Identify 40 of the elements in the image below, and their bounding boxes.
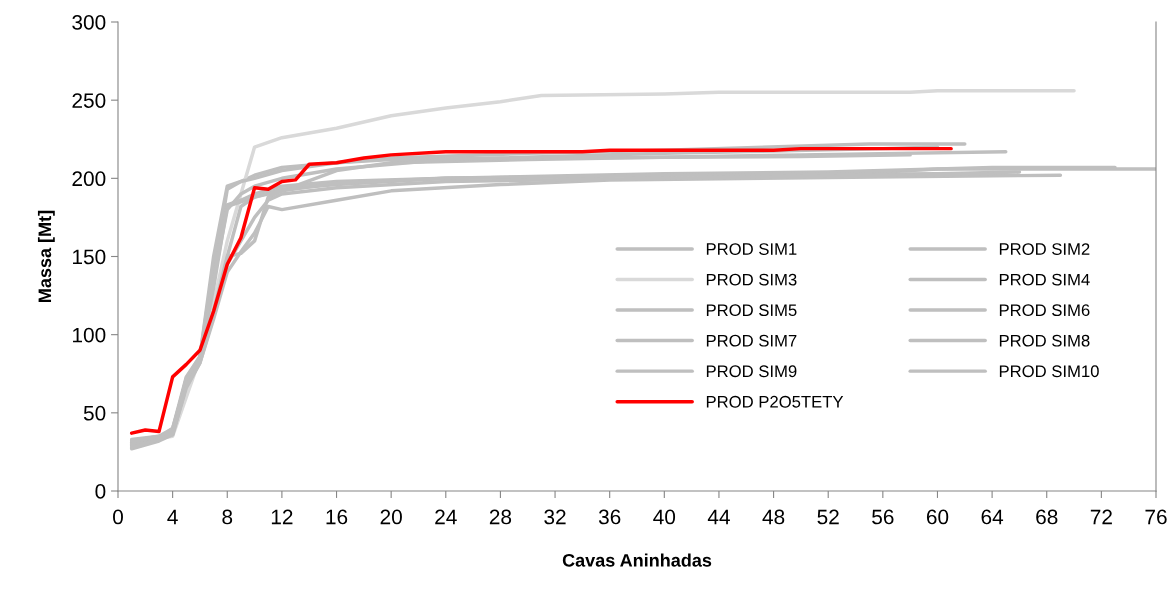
legend-label: PROD SIM1 (706, 243, 797, 255)
legend-label: PROD P2O5TETY (706, 395, 844, 408)
x-tick-label: 76 (1145, 509, 1167, 525)
x-tick-label: 8 (222, 509, 233, 525)
x-tick-label: 56 (872, 509, 894, 525)
legend-label: PROD SIM2 (999, 243, 1090, 255)
y-tick-label: 300 (72, 15, 106, 30)
x-tick-label: 52 (817, 509, 839, 525)
x-tick-label: 16 (326, 509, 348, 525)
x-tick-label: 4 (167, 509, 178, 525)
x-tick-label: 20 (380, 509, 402, 525)
x-axis-title: Cavas Aninhadas (562, 553, 712, 567)
x-tick-label: 64 (981, 509, 1004, 525)
x-tick-label: 48 (762, 509, 785, 525)
legend-label: PROD SIM5 (706, 304, 797, 317)
legend-label: PROD SIM3 (706, 273, 797, 286)
y-tick-label: 100 (73, 327, 106, 343)
legend-label: PROD SIM4 (999, 273, 1090, 286)
legend-label: PROD SIM8 (999, 334, 1090, 347)
x-tick-label: 40 (653, 509, 676, 525)
y-axis-title: Massa [Mt] (37, 210, 55, 302)
x-tick-label: 44 (707, 509, 730, 525)
legend-label: PROD SIM10 (999, 365, 1099, 378)
x-tick-label: 24 (435, 509, 457, 525)
x-tick-label: 36 (598, 509, 621, 525)
x-tick-label: 60 (926, 509, 949, 525)
legend-label: PROD SIM7 (706, 334, 797, 347)
y-tick-label: 0 (95, 484, 106, 499)
legend-label: PROD SIM6 (999, 304, 1090, 317)
x-tick-label: 68 (1036, 509, 1058, 525)
x-tick-label: 0 (113, 509, 123, 525)
x-tick-label: 32 (544, 509, 566, 525)
legend-label: PROD SIM9 (706, 365, 797, 378)
x-tick-label: 72 (1090, 509, 1112, 525)
y-tick-label: 250 (72, 93, 106, 108)
y-tick-label: 150 (73, 249, 106, 265)
y-tick-label: 50 (83, 405, 106, 421)
y-tick-label: 200 (72, 171, 106, 187)
x-tick-label: 28 (489, 509, 512, 525)
x-tick-label: 12 (271, 509, 293, 525)
